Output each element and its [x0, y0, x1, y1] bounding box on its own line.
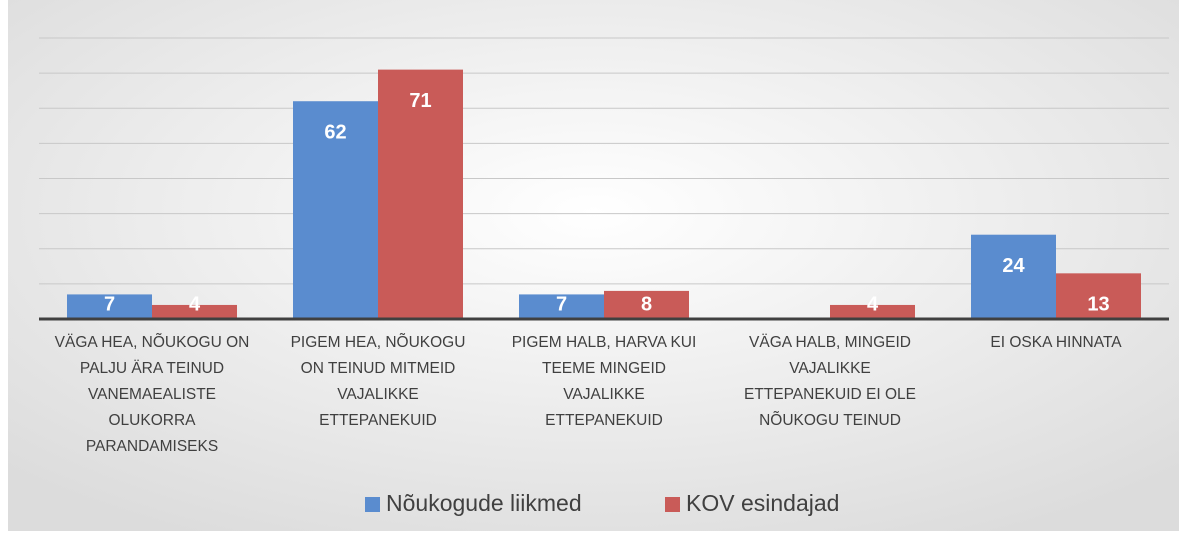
- bar: [604, 290, 689, 319]
- data-label: 4: [867, 293, 879, 315]
- data-label: 7: [104, 293, 115, 315]
- data-label: 71: [409, 90, 431, 112]
- bar: [67, 294, 152, 319]
- bar: [293, 101, 378, 319]
- data-label: 24: [1002, 255, 1025, 277]
- legend-swatch: [665, 497, 680, 512]
- bar: [971, 234, 1056, 319]
- legend-swatch: [365, 497, 380, 512]
- x-tick-label: PIGEM HEA, NÕUKOGU ON TEINUD MITMEID VAJ…: [290, 334, 466, 429]
- data-label: 4: [189, 293, 201, 315]
- data-label: 62: [324, 122, 346, 144]
- bar: [519, 294, 604, 319]
- x-tick-label: VÄGA HALB, MINGEID VAJALIKKE ETTEPANEKUI…: [744, 334, 916, 429]
- x-tick-label: EI OSKA HINNATA: [990, 334, 1122, 351]
- bar: [1056, 273, 1141, 319]
- x-tick-label: VÄGA HEA, NÕUKOGU ON PALJU ÄRA TEINUD VA…: [54, 334, 250, 455]
- bar: [152, 304, 237, 319]
- x-tick-label: PIGEM HALB, HARVA KUI TEEME MINGEID VAJA…: [511, 334, 697, 429]
- bar: [830, 304, 915, 319]
- data-label: 13: [1087, 293, 1109, 315]
- legend-label: KOV esindajad: [686, 490, 839, 516]
- legend-label: Nõukogude liikmed: [386, 490, 582, 516]
- data-label: 8: [641, 293, 652, 315]
- data-label: 7: [556, 293, 567, 315]
- bar: [378, 69, 463, 319]
